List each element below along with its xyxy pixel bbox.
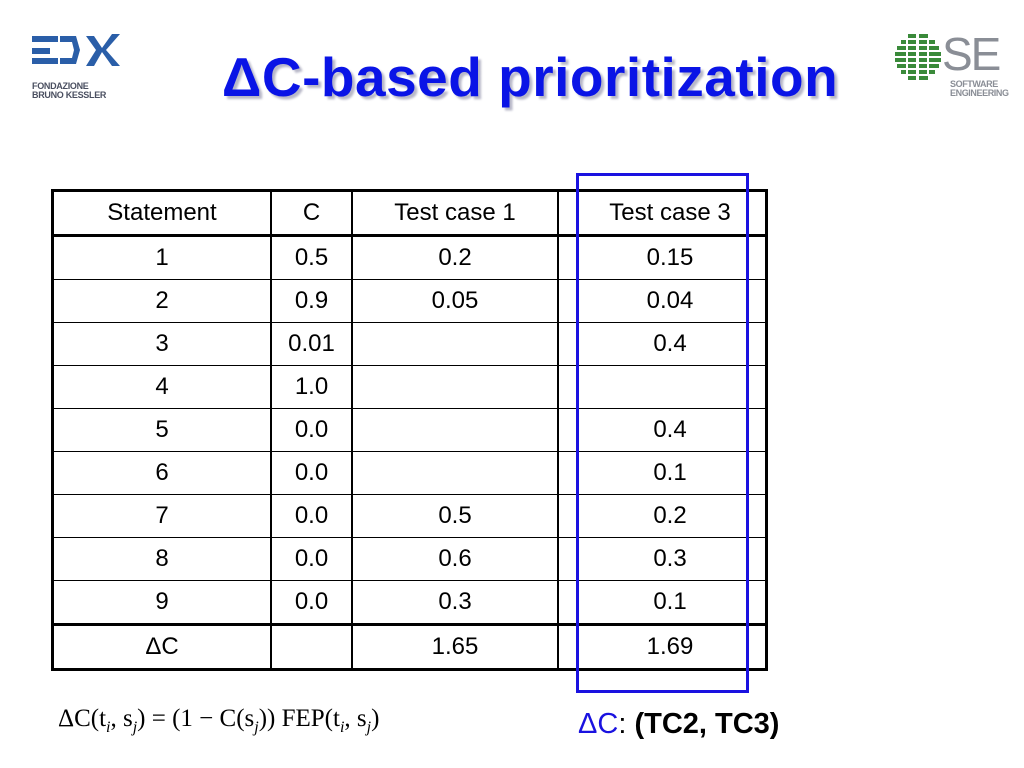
cell-spacer [557,537,575,581]
cell-statement: 2 [51,279,272,323]
cell-test-case-3: 0.1 [575,451,768,495]
table-total-row: ΔC 1.65 1.69 [51,624,768,671]
prioritization-result: ΔC: (TC2, TC3) [578,708,779,741]
se-logo-mark: SE [942,28,1001,80]
cell-c: 0.01 [270,322,353,366]
cell-spacer [557,408,575,452]
se-logo-line1: SOFTWARE [950,79,998,89]
cell-c: 0.0 [270,451,353,495]
cell-test-case-1 [351,451,559,495]
result-label: ΔC [578,708,619,740]
cell-test-case-3: 0.04 [575,279,768,323]
table-row: 2 0.9 0.05 0.04 [51,279,768,323]
formula-sep: , s [110,705,133,732]
table-row: 5 0.0 0.4 [51,408,768,452]
coverage-table: Statement C Test case 1 Test case 3 1 0.… [51,189,768,671]
result-colon: : [618,708,635,740]
formula-sub-j2: j [254,719,259,736]
cell-c: 0.5 [270,235,353,280]
cell-test-case-3: 0.2 [575,494,768,538]
cell-statement: 4 [51,365,272,409]
table-header-row: Statement C Test case 1 Test case 3 [51,189,768,237]
fbk-logo-icon [32,34,120,66]
cell-total-c [270,624,353,671]
cell-spacer [557,235,575,280]
cell-test-case-3: 0.4 [575,322,768,366]
header-statement: Statement [51,189,272,237]
cell-statement: 8 [51,537,272,581]
formula-lhs: ΔC(t [58,705,107,732]
cell-test-case-1 [351,365,559,409]
cell-c: 0.0 [270,580,353,626]
cell-total-spacer [557,624,575,671]
cell-test-case-1 [351,322,559,366]
cell-spacer [557,365,575,409]
cell-test-case-3: 0.4 [575,408,768,452]
se-logo: SE SOFTWARE ENGINEERING [892,28,1022,110]
se-globe-icon [895,34,941,80]
formula-mid: ) = (1 − C(s [137,705,255,732]
header-test-case-3: Test case 3 [575,189,768,237]
cell-total-test-case-3: 1.69 [575,624,768,671]
page-title: ΔC-based prioritization [221,46,839,108]
result-pair: (TC2, TC3) [634,708,780,740]
cell-c: 0.0 [270,494,353,538]
header-c: C [270,189,353,237]
cell-c: 1.0 [270,365,353,409]
formula-sub-j3: j [366,719,372,736]
cell-statement: 7 [51,494,272,538]
cell-test-case-1: 0.3 [351,580,559,626]
cell-statement: 3 [51,322,272,366]
cell-total-label: ΔC [51,624,272,671]
cell-spacer [557,322,575,366]
fbk-logo-line1: FONDAZIONE [32,81,89,91]
cell-spacer [557,580,575,626]
table-row: 6 0.0 0.1 [51,451,768,495]
cell-spacer [557,451,575,495]
cell-c: 0.9 [270,279,353,323]
table-row: 7 0.0 0.5 0.2 [51,494,768,538]
fbk-logo: FONDAZIONE BRUNO KESSLER [30,30,120,102]
cell-spacer [557,279,575,323]
fbk-logo-line2: BRUNO KESSLER [32,90,107,100]
cell-spacer [557,494,575,538]
cell-test-case-3: 0.1 [575,580,768,626]
header-test-case-1: Test case 1 [351,189,559,237]
cell-statement: 1 [51,235,272,280]
cell-test-case-1 [351,408,559,452]
table-row: 8 0.0 0.6 0.3 [51,537,768,581]
cell-statement: 5 [51,408,272,452]
formula-sep2: , s [344,705,367,732]
cell-test-case-1: 0.05 [351,279,559,323]
table-row: 9 0.0 0.3 0.1 [51,580,768,626]
cell-c: 0.0 [270,408,353,452]
formula-sub-i: i [106,719,111,736]
cell-test-case-3: 0.3 [575,537,768,581]
cell-test-case-3: 0.15 [575,235,768,280]
se-logo-line2: ENGINEERING [950,88,1009,98]
cell-c: 0.0 [270,537,353,581]
cell-statement: 6 [51,451,272,495]
formula-sub-i2: i [339,719,345,736]
table-row: 1 0.5 0.2 0.15 [51,235,768,280]
cell-test-case-1: 0.6 [351,537,559,581]
formula-mid2: )) FEP(t [258,705,340,732]
cell-test-case-1: 0.2 [351,235,559,280]
formula-sub-j: j [132,719,138,736]
formula-end: ) [371,705,380,732]
header-spacer [557,189,575,237]
cell-statement: 9 [51,580,272,626]
cell-total-test-case-1: 1.65 [351,624,559,671]
delta-c-formula: ΔC(ti, sj) = (1 − C(sj)) FEP(ti, sj) [58,705,380,736]
cell-test-case-3 [575,365,768,409]
table-row: 4 1.0 [51,365,768,409]
table-row: 3 0.01 0.4 [51,322,768,366]
cell-test-case-1: 0.5 [351,494,559,538]
